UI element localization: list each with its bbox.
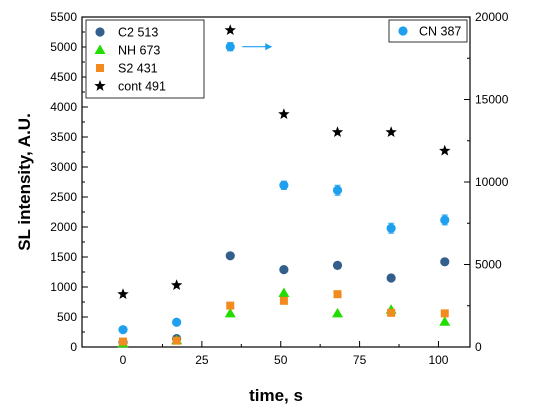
legend-marker (94, 44, 106, 54)
data-point (225, 42, 235, 52)
legend-box (388, 19, 468, 43)
legend-marker (95, 27, 105, 37)
y2-tick-label: 5000 (475, 258, 502, 272)
data-point (439, 144, 451, 156)
series-cont-491 (117, 24, 451, 300)
data-point (331, 126, 344, 138)
y-tick-label: 2000 (50, 220, 77, 234)
y-tick-label: 0 (70, 340, 77, 354)
y-tick-label: 4000 (50, 100, 77, 114)
series-cn-387 (118, 42, 450, 335)
data-point (387, 308, 396, 317)
data-point (332, 185, 343, 195)
data-point (333, 290, 342, 299)
y-tick-label: 5500 (50, 10, 77, 24)
data-point (170, 279, 183, 291)
x-tick-label: 100 (428, 353, 448, 367)
x-tick-label: 50 (274, 353, 288, 367)
data-point (332, 307, 344, 318)
data-point (332, 260, 343, 270)
data-point (224, 24, 236, 36)
series-s2-431 (119, 290, 449, 346)
y-tick-label: 4500 (50, 70, 77, 84)
right-axis-arrowhead (265, 43, 273, 51)
x-tick-label: 0 (120, 353, 127, 367)
legend-marker (94, 80, 106, 91)
data-point (119, 337, 128, 346)
data-point (117, 288, 129, 300)
data-point (440, 215, 450, 225)
x-tick-label: 25 (195, 353, 209, 367)
data-point (225, 251, 235, 261)
y-tick-label: 3000 (50, 160, 77, 174)
legend-label: NH 673 (118, 44, 160, 58)
y2-tick-label: 10000 (475, 175, 509, 189)
y-tick-label: 1500 (50, 250, 77, 264)
y-tick-label: 1000 (50, 280, 77, 294)
legend-right: CN 387 (388, 19, 468, 43)
data-point (278, 287, 290, 297)
legend-label: cont 491 (118, 80, 166, 94)
data-point (440, 257, 450, 267)
data-point (439, 316, 451, 326)
data-point (279, 180, 289, 190)
legend-label: CN 387 (419, 25, 461, 39)
y2-tick-label: 20000 (475, 10, 509, 24)
x-tick-label: 75 (353, 353, 367, 367)
legend-box (85, 19, 205, 99)
data-point (278, 108, 290, 120)
data-marks (117, 24, 451, 348)
data-point (172, 336, 181, 345)
y2-tick-label: 15000 (475, 93, 509, 107)
data-point (386, 273, 396, 283)
legend-label: C2 513 (118, 26, 158, 40)
legend: C2 513 NH 673 S2 431 cont 491 CN 387 (85, 19, 468, 99)
y-axis-title: SL intensity, A.U. (15, 113, 34, 251)
legend-marker (398, 26, 408, 36)
data-point (118, 325, 128, 335)
data-point (172, 317, 182, 327)
y-tick-label: 3500 (50, 130, 77, 144)
data-point (226, 301, 235, 310)
legend-marker (96, 64, 104, 72)
series-nh-673 (117, 287, 451, 348)
y2-tick-label: 0 (475, 340, 482, 354)
data-point (385, 126, 397, 138)
y-tick-label: 500 (57, 310, 77, 324)
data-point (440, 309, 449, 318)
data-point (279, 296, 288, 305)
data-point (279, 265, 289, 275)
legend-label: S2 431 (118, 62, 158, 76)
y-tick-label: 2500 (50, 190, 77, 204)
axes: 0500100015002000250030003500400045005000… (50, 10, 508, 367)
data-point (224, 307, 236, 318)
x-axis-title: time, s (249, 386, 303, 405)
data-point (386, 223, 396, 233)
legend-left: C2 513 NH 673 S2 431 cont 491 (85, 19, 205, 99)
y-tick-label: 5000 (50, 40, 77, 54)
